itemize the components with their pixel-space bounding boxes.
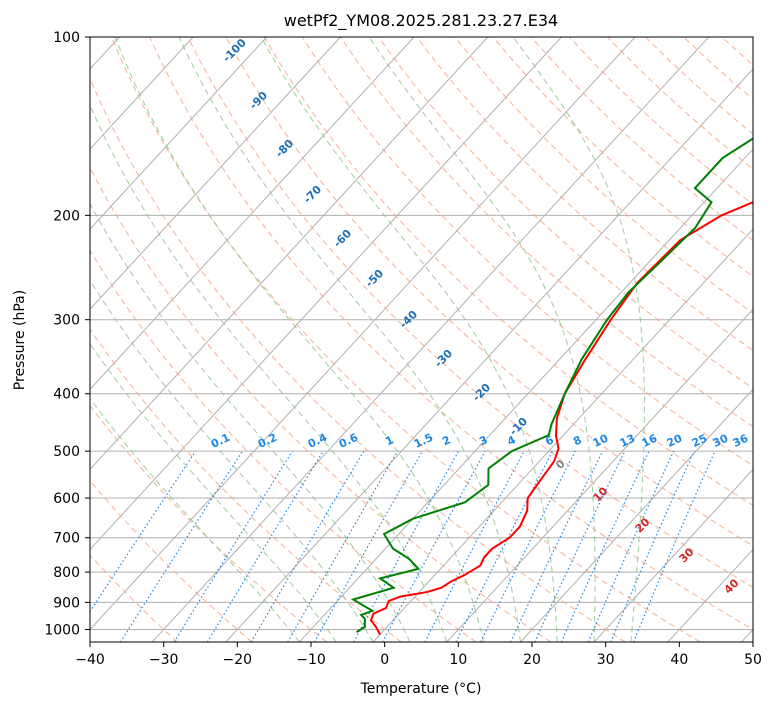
moist-adiabat [90, 342, 337, 642]
isotherm-line [90, 37, 489, 471]
mixing-ratio-line [587, 450, 675, 642]
isotherm-line [90, 37, 194, 150]
temperature-profile [369, 201, 753, 636]
y-tick-label: 700 [53, 531, 80, 547]
mixing-ratio-line [633, 450, 716, 642]
dry-adiabat [416, 37, 753, 352]
dry-adiabat [111, 37, 701, 642]
x-axis-label: Temperature (°C) [360, 681, 482, 697]
dry-adiabat [90, 249, 477, 642]
mixing-ratio-line [119, 450, 244, 642]
profiles [350, 137, 753, 636]
isotherm-line [225, 68, 753, 642]
x-tick-label: 20 [523, 652, 541, 668]
x-tick-label: 40 [670, 652, 688, 668]
moist-adiabat [114, 37, 485, 642]
moist-adiabat [368, 37, 596, 642]
x-tick-label: −30 [149, 652, 179, 668]
isotherm-line [520, 388, 753, 642]
moist-adiabat [260, 37, 558, 642]
moist-adiabat [512, 37, 645, 642]
x-tick-label: 10 [449, 652, 467, 668]
y-tick-label: 500 [53, 444, 80, 460]
mixing-ratio-line [610, 450, 695, 642]
mixing-ratio-line [173, 450, 294, 642]
moist-adiabat [90, 202, 411, 642]
dry-adiabat [90, 77, 626, 642]
dry-adiabat [90, 166, 552, 642]
y-tick-label: 200 [53, 208, 80, 224]
plot-frame [89, 36, 754, 643]
dry-adiabat [301, 37, 753, 467]
dry-adiabat [378, 37, 753, 389]
isotherm-line [90, 37, 562, 551]
mixing-ratio-label: 36 [731, 432, 751, 450]
moist-adiabat [90, 279, 374, 642]
mixing-ratio-line [206, 450, 324, 642]
y-tick-label: 600 [53, 491, 80, 507]
mixing-ratio-label: 13 [618, 432, 637, 450]
x-tick-label: −10 [296, 652, 326, 668]
y-tick-label: 400 [53, 387, 80, 403]
axes: −40 −30 −20 −10 0 10 20 30 40 50 100 200 300 400 500 60… [44, 30, 762, 668]
mixing-ratio-label: 25 [690, 432, 709, 450]
moist-adiabat [90, 397, 300, 642]
mixing-ratio-line [313, 450, 423, 642]
dry-adiabat [90, 554, 178, 642]
mixing-ratio-label: 16 [640, 432, 660, 450]
isotherm-line [90, 37, 415, 391]
isotherm-line [90, 37, 268, 230]
background-lines [90, 37, 753, 642]
mixing-ratio-label: 20 [665, 432, 685, 450]
mixing-ratio-label: 10 [591, 432, 611, 450]
x-tick-label: −20 [223, 652, 253, 668]
dry-adiabat [225, 37, 753, 547]
y-tick-label: 800 [53, 565, 80, 581]
isotherm-line [90, 37, 341, 310]
isotherm-line [151, 37, 710, 642]
mixing-ratio-line [480, 450, 576, 642]
dry-adiabat [90, 479, 253, 642]
mixing-ratio-label: 30 [711, 432, 731, 450]
isotherm-line [90, 37, 636, 631]
x-tick-label: 0 [380, 652, 389, 668]
moist-adiabat [90, 104, 448, 642]
mixing-ratio-line [90, 450, 197, 613]
x-tick-label: 30 [597, 652, 615, 668]
mixing-ratio-line [382, 450, 486, 642]
chart-title: wetPf2_YM08.2025.281.23.27.E34 [284, 11, 558, 31]
x-tick-label: 50 [744, 652, 762, 668]
dewpoint-profile [350, 137, 753, 633]
y-axis-label: Pressure (hPa) [12, 290, 28, 390]
dry-adiabat [187, 37, 753, 588]
mixing-ratio-line [353, 450, 460, 642]
y-tick-label: 1000 [44, 623, 80, 639]
y-tick-label: 100 [53, 30, 80, 46]
isotherm-line [593, 468, 753, 642]
moist-adiabat [178, 37, 521, 642]
y-tick-label: 900 [53, 595, 80, 611]
y-tick-label: 300 [53, 313, 80, 329]
isotherm-line [372, 228, 753, 642]
x-tick-label: −40 [75, 652, 105, 668]
dry-adiabat [339, 37, 753, 428]
dry-adiabat [263, 37, 753, 507]
isotherm-line [446, 308, 753, 642]
